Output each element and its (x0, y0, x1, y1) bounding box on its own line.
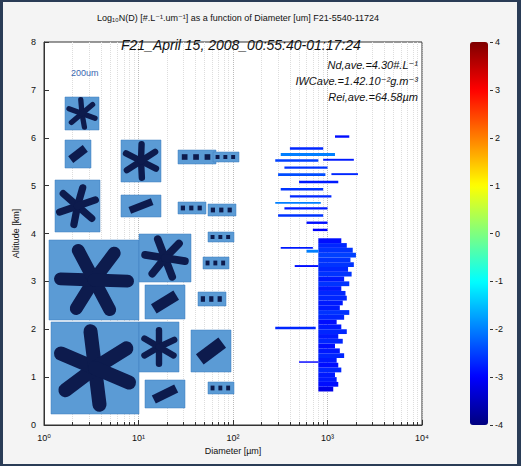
svg-text:-3: -3 (495, 372, 503, 382)
svg-text:1: 1 (495, 181, 500, 191)
svg-text:0: 0 (495, 229, 500, 239)
svg-text:4: 4 (31, 229, 36, 239)
svg-text:6: 6 (31, 133, 36, 143)
svg-text:8: 8 (31, 37, 36, 47)
svg-text:200um: 200um (71, 68, 99, 78)
svg-text:3: 3 (31, 276, 36, 286)
svg-text:0: 0 (31, 420, 36, 430)
svg-text:1: 1 (31, 372, 36, 382)
svg-text:4: 4 (495, 37, 500, 47)
svg-text:10⁰: 10⁰ (37, 433, 51, 443)
svg-text:-4: -4 (495, 420, 503, 430)
svg-text:Rei,ave.=64.58µm: Rei,ave.=64.58µm (328, 91, 418, 103)
svg-text:3: 3 (495, 85, 500, 95)
svg-text:Log₁₀N(D) [#.L⁻¹.um⁻¹] as a fu: Log₁₀N(D) [#.L⁻¹.um⁻¹] as a function of … (97, 13, 379, 23)
svg-text:-1: -1 (495, 276, 503, 286)
svg-text:2: 2 (31, 324, 36, 334)
svg-text:IWCave.=1.42.10⁻²g.m⁻³: IWCave.=1.42.10⁻²g.m⁻³ (295, 75, 418, 87)
svg-text:10⁴: 10⁴ (415, 433, 429, 443)
svg-text:Altitude [km]: Altitude [km] (11, 209, 21, 259)
svg-text:10³: 10³ (321, 433, 334, 443)
svg-text:5: 5 (31, 181, 36, 191)
svg-text:Nd,ave.=4.30#.L⁻¹: Nd,ave.=4.30#.L⁻¹ (327, 59, 418, 71)
svg-text:7: 7 (31, 85, 36, 95)
svg-text:10¹: 10¹ (132, 433, 145, 443)
svg-text:-2: -2 (495, 324, 503, 334)
svg-text:2: 2 (495, 133, 500, 143)
svg-text:Diameter [µm]: Diameter [µm] (205, 446, 262, 456)
svg-text:F21_April 15, 2008_00:55:40-01: F21_April 15, 2008_00:55:40-01:17:24 (121, 37, 361, 53)
svg-text:10²: 10² (226, 433, 239, 443)
